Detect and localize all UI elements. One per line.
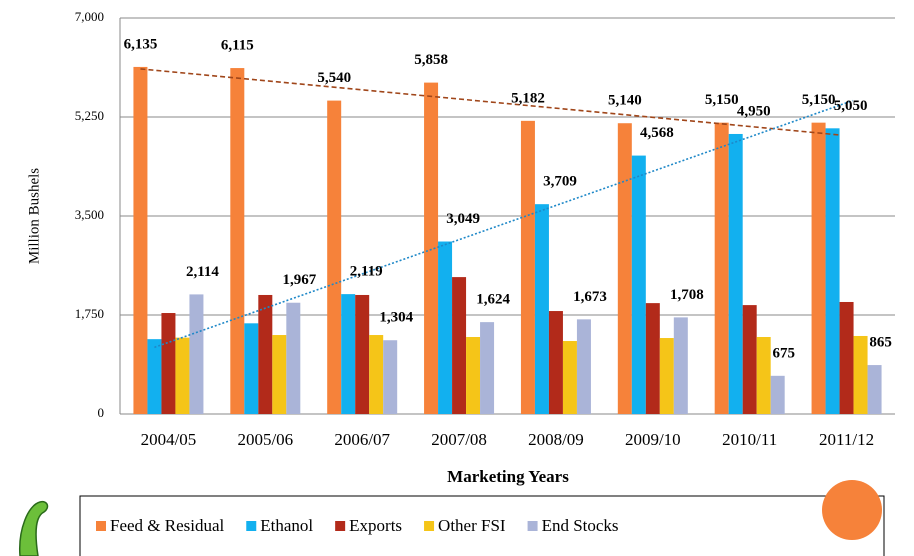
- legend-label: Other FSI: [438, 516, 506, 535]
- bar: [549, 311, 563, 414]
- x-tick-label: 2008/09: [528, 430, 584, 449]
- data-label: 1,304: [379, 310, 413, 326]
- data-label: 4,950: [737, 103, 771, 119]
- data-label: 865: [869, 335, 892, 351]
- bar: [771, 376, 785, 414]
- data-label: 1,967: [282, 272, 316, 288]
- x-tick-label: 2005/06: [237, 430, 293, 449]
- bar: [757, 337, 771, 414]
- data-label: 5,150: [705, 92, 739, 108]
- bar: [480, 322, 494, 414]
- data-label: 3,709: [543, 174, 577, 190]
- bar: [868, 365, 882, 414]
- data-label: 4,568: [640, 125, 674, 141]
- x-tick-label: 2009/10: [625, 430, 681, 449]
- y-axis-label: Million Bushels: [26, 168, 42, 264]
- x-tick-label: 2004/05: [141, 430, 197, 449]
- bar: [189, 294, 203, 414]
- x-tick-label: 2011/12: [819, 430, 874, 449]
- data-label: 5,540: [317, 70, 351, 86]
- bar: [369, 335, 383, 414]
- data-label: 3,049: [446, 211, 480, 227]
- x-tick-label: 2007/08: [431, 430, 487, 449]
- bar: [535, 204, 549, 414]
- bar: [244, 323, 258, 414]
- data-label: 1,708: [670, 287, 704, 303]
- data-label: 5,182: [511, 90, 545, 106]
- bar: [521, 121, 535, 414]
- bar: [424, 83, 438, 414]
- y-tick-label: 7,000: [75, 9, 104, 24]
- bar: [715, 123, 729, 414]
- legend-label: End Stocks: [542, 516, 619, 535]
- bar: [674, 317, 688, 414]
- bar: [660, 338, 674, 414]
- bar: [133, 67, 147, 414]
- data-label: 6,135: [124, 36, 158, 52]
- bar: [341, 294, 355, 414]
- bar: [175, 338, 189, 414]
- bar: [632, 156, 646, 414]
- bar: [230, 68, 244, 414]
- bar: [272, 335, 286, 414]
- data-label: 2,119: [350, 264, 383, 280]
- x-tick-label: 2010/11: [722, 430, 777, 449]
- decor-circle: [822, 480, 882, 540]
- bar: [646, 303, 660, 414]
- chart: Million Bushels Marketing Years Feed & R…: [0, 0, 914, 556]
- y-tick-label: 3,500: [75, 207, 104, 222]
- data-label: 6,115: [221, 38, 254, 54]
- data-label: 5,150: [802, 92, 836, 108]
- legend-swatch: [335, 521, 345, 531]
- x-tick-label: 2006/07: [334, 430, 390, 449]
- bar: [563, 341, 577, 414]
- data-label: 1,624: [476, 292, 510, 308]
- data-label: 675: [772, 345, 795, 361]
- bar: [286, 303, 300, 414]
- legend-swatch: [246, 521, 256, 531]
- legend-label: Exports: [349, 516, 402, 535]
- x-axis-label: Marketing Years: [447, 467, 569, 486]
- y-tick-label: 5,250: [75, 108, 104, 123]
- data-label: 2,114: [186, 264, 219, 280]
- bar: [147, 339, 161, 414]
- logo: [20, 502, 48, 556]
- data-label: 5,140: [608, 93, 642, 109]
- legend-label: Feed & Residual: [110, 516, 225, 535]
- legend-swatch: [96, 521, 106, 531]
- data-label: 5,858: [414, 52, 448, 68]
- bar: [383, 340, 397, 414]
- data-label: 5,050: [834, 98, 868, 114]
- bar: [826, 128, 840, 414]
- bar: [743, 305, 757, 414]
- bar: [452, 277, 466, 414]
- legend-swatch: [424, 521, 434, 531]
- bar: [840, 302, 854, 414]
- bar: [466, 337, 480, 414]
- bar: [355, 295, 369, 414]
- bar: [854, 336, 868, 414]
- bar: [327, 101, 341, 414]
- legend-swatch: [528, 521, 538, 531]
- bar: [729, 134, 743, 414]
- data-label: 1,673: [573, 289, 607, 305]
- bar: [161, 313, 175, 414]
- bar: [258, 295, 272, 414]
- bar: [438, 242, 452, 414]
- y-tick-label: 1,750: [75, 306, 104, 321]
- y-tick-label: 0: [98, 405, 105, 420]
- bar: [812, 123, 826, 414]
- bar: [618, 123, 632, 414]
- bar: [577, 319, 591, 414]
- legend-label: Ethanol: [260, 516, 313, 535]
